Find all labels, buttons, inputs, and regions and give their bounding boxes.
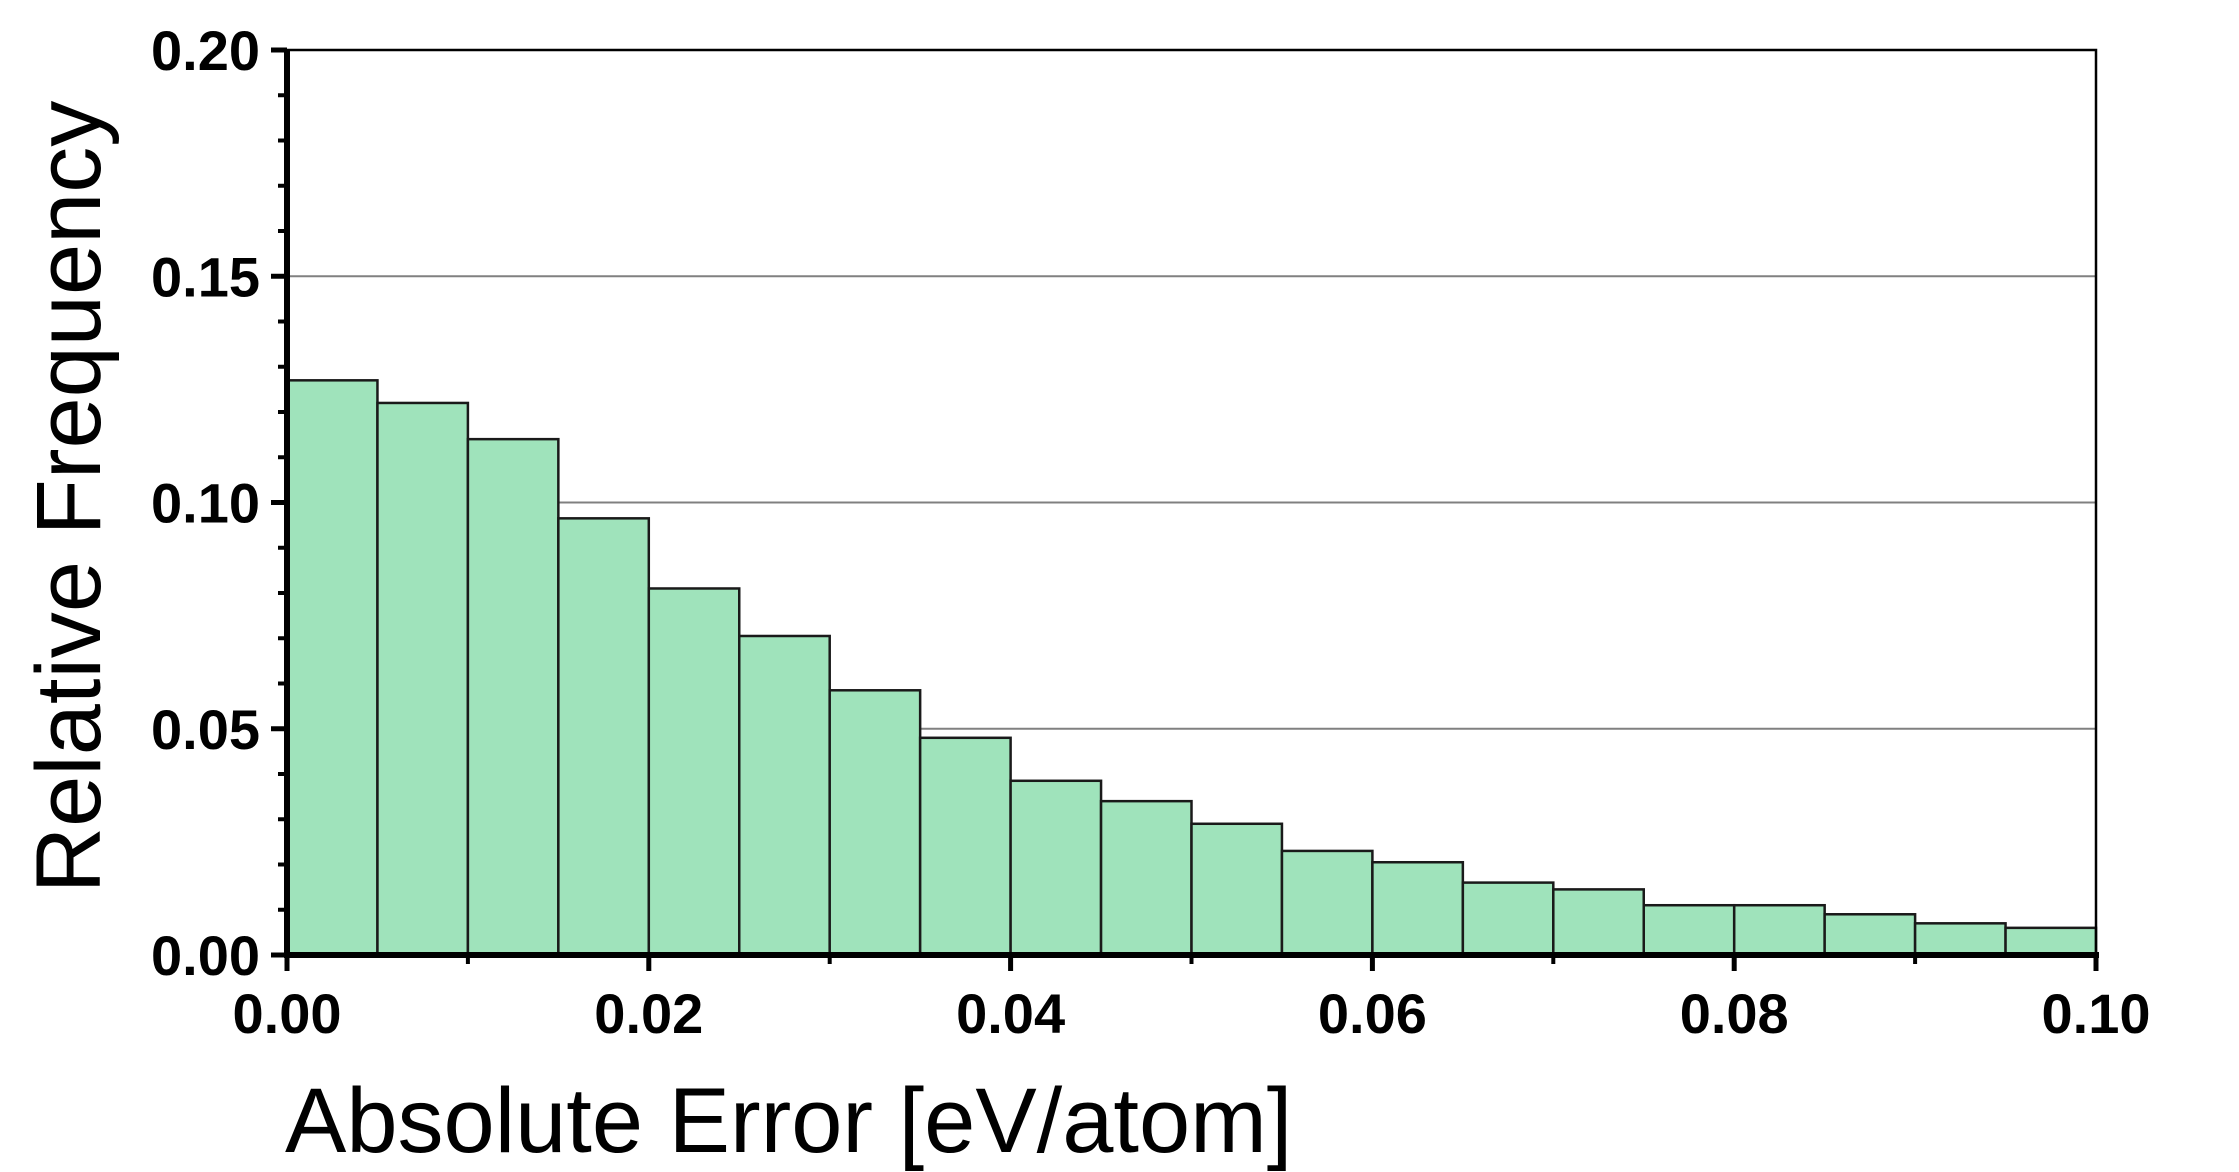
y-tick-label-1: 0.05 [151,698,260,761]
histogram-bar-12 [1371,860,1465,957]
histogram-bar-16 [1732,903,1826,957]
histogram-bar-0 [285,379,379,957]
x-tick-label-2: 0.04 [956,982,1065,1045]
histogram-bar-17 [1823,913,1917,957]
x-tick-label-0: 0.00 [233,982,342,1045]
axis-ticks [271,47,2099,971]
y-tick-label-3: 0.15 [151,245,260,308]
histogram-bar-3 [557,517,651,957]
x-tick-label-5: 0.10 [2042,982,2151,1045]
histogram-bar-2 [466,437,560,957]
histogram-bar-8 [1009,779,1103,957]
y-axis-title: Relative Frequency [18,101,120,894]
x-tick-label-3: 0.06 [1318,982,1427,1045]
x-tick-label-1: 0.02 [594,982,703,1045]
histogram-bar-13 [1461,881,1555,957]
x-axis-title: Absolute Error [eV/atom] [285,1070,1292,1172]
histogram-bar-10 [1190,822,1284,957]
histogram-bar-9 [1099,799,1193,957]
histogram-bar-1 [376,401,470,957]
x-tick-label-4: 0.08 [1680,982,1789,1045]
histogram-bar-19 [2004,926,2098,957]
histogram-bar-11 [1280,849,1374,957]
histogram-bar-15 [1642,903,1736,957]
histogram-bar-4 [647,587,741,957]
y-tick-labels: 0.00 0.05 0.10 0.15 0.20 [151,19,260,987]
x-tick-labels: 0.00 0.02 0.04 0.06 0.08 0.10 [233,982,2151,1045]
y-tick-label-0: 0.00 [151,924,260,987]
histogram-bar-18 [1913,922,2007,957]
histogram-bar-5 [738,634,831,957]
histogram-bars [285,379,2098,957]
histogram-bar-14 [1552,888,1646,957]
y-tick-label-4: 0.20 [151,19,260,82]
histogram-bar-7 [918,736,1012,957]
y-tick-label-2: 0.10 [151,472,260,535]
histogram-bar-6 [828,689,922,957]
